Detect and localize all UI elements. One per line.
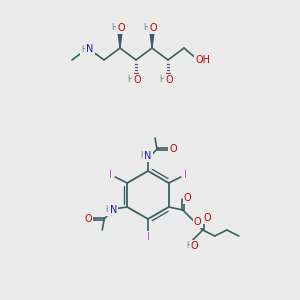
Text: OH: OH bbox=[196, 55, 211, 65]
Text: O: O bbox=[149, 23, 157, 33]
Text: H: H bbox=[127, 76, 133, 85]
Text: N: N bbox=[144, 151, 152, 161]
Text: O: O bbox=[191, 241, 199, 251]
Text: O: O bbox=[194, 217, 202, 227]
Text: O: O bbox=[204, 213, 212, 223]
Text: O: O bbox=[133, 75, 141, 85]
Text: H: H bbox=[186, 242, 192, 250]
Text: O: O bbox=[117, 23, 125, 33]
Polygon shape bbox=[118, 34, 122, 48]
Text: I: I bbox=[109, 170, 112, 180]
Text: O: O bbox=[169, 144, 177, 154]
Text: O: O bbox=[184, 193, 192, 203]
Text: N: N bbox=[86, 44, 94, 54]
Text: H: H bbox=[143, 23, 149, 32]
Text: O: O bbox=[84, 214, 92, 224]
Text: H: H bbox=[81, 44, 87, 53]
Polygon shape bbox=[150, 34, 154, 48]
Text: O: O bbox=[165, 75, 173, 85]
Text: H: H bbox=[159, 76, 165, 85]
Text: I: I bbox=[184, 170, 187, 180]
Text: H: H bbox=[105, 206, 111, 214]
Text: I: I bbox=[147, 232, 149, 242]
Text: H: H bbox=[140, 152, 146, 160]
Text: H: H bbox=[111, 23, 117, 32]
Text: N: N bbox=[110, 205, 117, 215]
